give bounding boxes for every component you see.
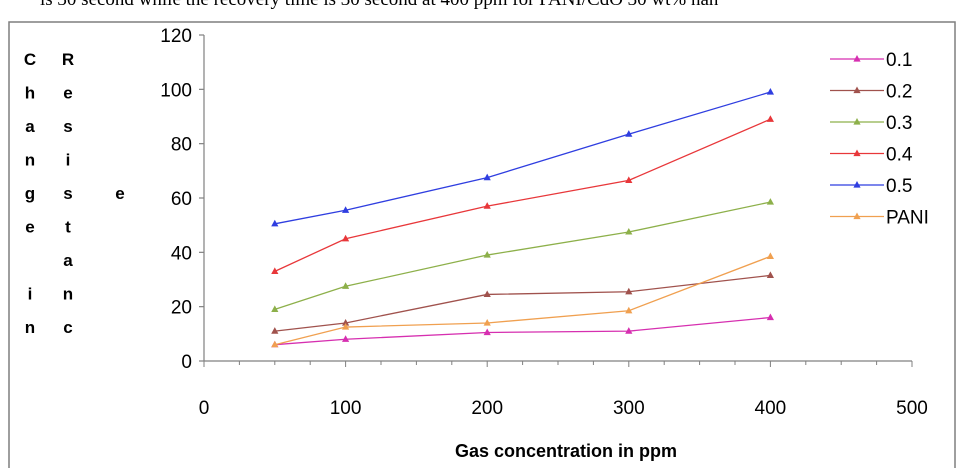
y-axis-label-char: n (63, 285, 73, 304)
data-point (625, 327, 633, 334)
legend-marker (853, 149, 861, 157)
series-line (274, 91, 771, 225)
y-axis-label-char: g (25, 184, 35, 203)
y-axis-label-char: i (66, 151, 71, 170)
y-axis-label-char: e (63, 84, 72, 103)
y-tick-label: 40 (171, 243, 192, 264)
y-axis-label-char: h (25, 84, 35, 103)
legend-label: 0.2 (886, 82, 912, 103)
legend-entry: 0.3 (830, 113, 912, 134)
y-tick-label: 120 (160, 26, 192, 47)
y-axis-label-char: n (25, 318, 35, 337)
data-point (483, 328, 491, 336)
data-point (483, 318, 491, 326)
y-axis-label-char: e (25, 218, 34, 237)
legend-entry: PANI (830, 208, 929, 229)
series-0.1 (271, 313, 774, 348)
series-line (274, 274, 771, 332)
chart-frame (8, 21, 956, 468)
data-point (271, 340, 279, 348)
y-tick-label: 60 (171, 189, 192, 210)
legend-marker (853, 212, 861, 220)
series-line (274, 255, 771, 346)
data-point (483, 173, 491, 181)
series-0.4 (271, 115, 774, 274)
y-axis-label-char: e (115, 184, 124, 203)
caption-text: is 30 second while the recovery time is … (40, 0, 957, 11)
y-tick-label: 0 (181, 352, 192, 373)
data-point (271, 305, 279, 312)
series-0.3 (271, 198, 774, 312)
x-tick-label: 400 (755, 398, 787, 419)
series-PANI (271, 252, 774, 348)
legend-entry: 0.5 (830, 176, 912, 197)
y-axis-label-char: R (62, 50, 74, 69)
data-point (342, 206, 350, 213)
data-point (271, 219, 279, 227)
legend-label: 0.1 (886, 50, 912, 71)
data-point (342, 323, 350, 330)
data-point (766, 115, 774, 122)
data-point (342, 282, 350, 289)
y-tick-label: 100 (160, 80, 192, 101)
y-tick-label: 20 (171, 298, 192, 319)
x-tick-label: 500 (896, 398, 928, 419)
legend-marker (853, 118, 861, 125)
y-tick-label: 80 (171, 135, 192, 156)
x-axis-label: Gas concentration in ppm (455, 441, 677, 461)
y-axis-label-char: a (63, 251, 73, 270)
data-point (342, 234, 350, 242)
data-point (271, 267, 279, 274)
legend-marker (853, 181, 861, 188)
x-tick-label: 200 (471, 398, 503, 419)
data-point (766, 271, 774, 279)
data-point (342, 318, 350, 326)
data-point (625, 130, 633, 137)
series-0.5 (271, 88, 774, 227)
data-point (766, 313, 774, 321)
data-point (483, 202, 491, 209)
data-point (271, 327, 279, 334)
axes: 0 20 40 60 80 100 120 0 100 200 300 400 500 (160, 26, 928, 419)
data-point (766, 252, 774, 260)
data-point (483, 251, 491, 258)
y-axis-label-char: C (24, 50, 36, 69)
data-point (625, 306, 633, 314)
legend-marker (853, 55, 861, 62)
legend-label: 0.5 (886, 176, 912, 197)
x-tick-label: 100 (330, 398, 362, 419)
legend-label: 0.4 (886, 145, 913, 166)
data-point (342, 335, 350, 342)
legend-label: PANI (886, 208, 929, 229)
series-lines (271, 88, 774, 348)
legend-label: 0.3 (886, 113, 912, 134)
legend-entry: 0.1 (830, 50, 912, 71)
series-line (274, 118, 771, 272)
y-axis-label-char: c (63, 318, 72, 337)
y-axis-label-char: s (63, 117, 72, 136)
data-point (766, 88, 774, 95)
x-tick-label: 0 (199, 398, 210, 419)
data-point (766, 198, 774, 205)
legend-entry: 0.2 (830, 82, 912, 103)
y-axis-label-char: s (63, 184, 72, 203)
y-axis-label-char: a (25, 117, 35, 136)
legend-marker (853, 86, 861, 94)
y-axis-label-char: n (25, 151, 35, 170)
data-point (483, 290, 491, 298)
legend-entry: 0.4 (830, 145, 913, 166)
y-axis-label-char: i (28, 285, 33, 304)
series-0.2 (271, 271, 774, 334)
data-point (625, 176, 633, 183)
data-point (625, 227, 633, 235)
data-point (625, 287, 633, 295)
y-axis-label-char: t (65, 218, 71, 237)
x-tick-label: 300 (613, 398, 645, 419)
legend: 0.1 0.2 0.3 0.4 0.5 PANI (830, 50, 929, 229)
